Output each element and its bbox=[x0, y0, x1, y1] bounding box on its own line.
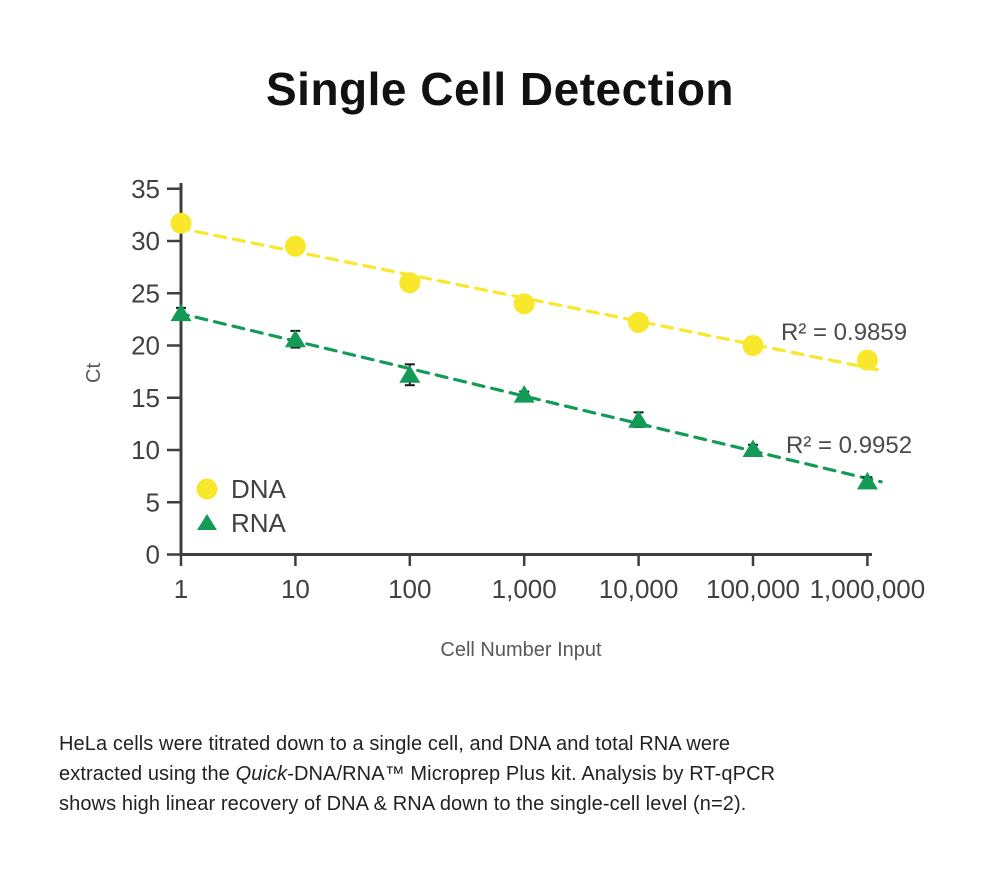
ct-vs-cell-number-chart: 0 5 10 15 20 25 30 35 1 10 100 1,000 10,000 100,000 1,… bbox=[83, 174, 926, 661]
legend-rna-label: RNA bbox=[231, 508, 287, 538]
legend-dna-marker bbox=[196, 478, 218, 500]
rna-point bbox=[513, 385, 535, 403]
dna-point bbox=[628, 312, 650, 334]
rna-point bbox=[856, 471, 878, 490]
y-tick-label: 5 bbox=[146, 487, 160, 517]
y-tick-label: 15 bbox=[131, 383, 160, 413]
dna-point bbox=[742, 335, 764, 356]
rna-point bbox=[284, 329, 306, 348]
x-axis-title: Cell Number Input bbox=[440, 639, 602, 661]
page-title: Single Cell Detection bbox=[265, 63, 735, 115]
dna-point bbox=[284, 235, 306, 257]
y-tick-label: 0 bbox=[146, 540, 160, 570]
dna-point bbox=[513, 293, 535, 315]
x-tick-label: 10 bbox=[281, 574, 310, 604]
y-axis-title: Ct bbox=[83, 363, 105, 383]
y-tick-label: 30 bbox=[131, 226, 160, 256]
x-tick-label: 100,000 bbox=[706, 574, 800, 604]
rna-point bbox=[628, 410, 650, 428]
x-tick-label: 1,000,000 bbox=[810, 574, 926, 604]
dna-point bbox=[399, 272, 421, 294]
caption-line-3: shows high linear recovery of DNA & RNA … bbox=[59, 793, 747, 815]
y-tick-label: 25 bbox=[131, 278, 160, 308]
caption-line-2: extracted using the Quick-DNA/RNA™ Micro… bbox=[59, 759, 959, 789]
dna-point bbox=[856, 349, 878, 371]
dna-point bbox=[170, 212, 192, 234]
rna-point bbox=[399, 365, 421, 383]
rna-point bbox=[742, 439, 764, 457]
figure-caption: HeLa cells were titrated down to a singl… bbox=[59, 729, 959, 819]
caption-line-1: HeLa cells were titrated down to a singl… bbox=[59, 733, 731, 755]
r-squared-rna-label: R² = 0.9952 bbox=[786, 432, 912, 459]
caption-line-2-pre: extracted using the bbox=[59, 763, 236, 785]
x-tick-label: 1,000 bbox=[492, 574, 557, 604]
y-tick-label: 35 bbox=[131, 174, 160, 204]
y-tick-label: 10 bbox=[131, 435, 160, 465]
y-tick-label: 20 bbox=[131, 331, 160, 361]
rna-point bbox=[170, 303, 192, 322]
x-tick-label: 100 bbox=[388, 574, 431, 604]
kit-name-italic: Quick bbox=[235, 763, 288, 785]
legend-rna-marker bbox=[197, 514, 217, 530]
caption-line-2-post: -DNA/RNA™ Microprep Plus kit. Analysis b… bbox=[287, 763, 776, 785]
legend-dna-label: DNA bbox=[231, 474, 287, 504]
x-tick-label: 1 bbox=[174, 574, 188, 604]
r-squared-dna-label: R² = 0.9859 bbox=[781, 319, 907, 346]
x-tick-label: 10,000 bbox=[599, 574, 679, 604]
